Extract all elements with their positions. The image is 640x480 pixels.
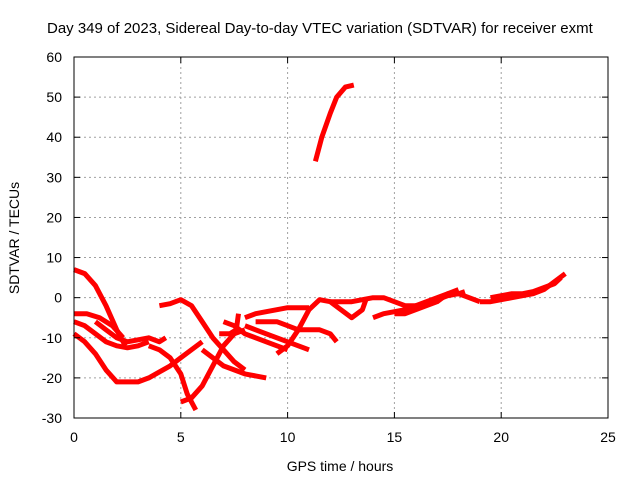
x-axis-title: GPS time / hours [287, 458, 394, 474]
x-tick-label: 0 [70, 429, 78, 445]
x-tick-label: 10 [280, 429, 296, 445]
y-tick-label: -30 [42, 410, 62, 426]
series-arc-19 [394, 287, 460, 317]
series-arc-18 [372, 289, 466, 321]
series-arc-13 [244, 323, 310, 353]
series-arc-10 [219, 313, 241, 337]
series-arc-11 [222, 319, 289, 353]
x-tick-label: 20 [493, 429, 509, 445]
series-arc-7 [158, 297, 247, 372]
series-arc-3 [73, 319, 150, 351]
series-arc-5 [93, 319, 168, 345]
plot-frame [73, 56, 609, 419]
series-layer [72, 82, 567, 412]
series-arc-21 [490, 275, 563, 301]
x-tick-label: 15 [387, 429, 403, 445]
series-arc-2 [74, 311, 125, 340]
y-tick-label: 20 [46, 209, 62, 225]
label-layer: 0 5 10 15 20 25 -30 -20 -10 0 10 20 30 40 50 60 [42, 49, 616, 445]
series-arc-16 [312, 82, 355, 162]
series-arc-12 [244, 305, 309, 321]
chart-title: Day 349 of 2023, Sidereal Day-to-day VTE… [47, 20, 594, 37]
series-arc-4 [72, 331, 204, 385]
y-tick-label: 0 [54, 290, 62, 306]
y-tick-label: 60 [46, 49, 62, 65]
series-arc-9 [200, 347, 267, 381]
grid-layer [74, 57, 608, 418]
y-tick-label: -20 [42, 370, 62, 386]
y-tick-label: 10 [46, 250, 62, 266]
y-tick-label: 50 [46, 89, 62, 105]
series-arc-15 [275, 296, 369, 356]
y-tick-label: 30 [46, 169, 62, 185]
y-tick-label: -10 [42, 330, 62, 346]
x-tick-label: 25 [600, 429, 616, 445]
tick-layer [73, 56, 609, 419]
y-tick-label: 40 [46, 129, 62, 145]
x-tick-label: 5 [177, 429, 185, 445]
y-axis-title: SDTVAR / TECUs [6, 182, 22, 294]
